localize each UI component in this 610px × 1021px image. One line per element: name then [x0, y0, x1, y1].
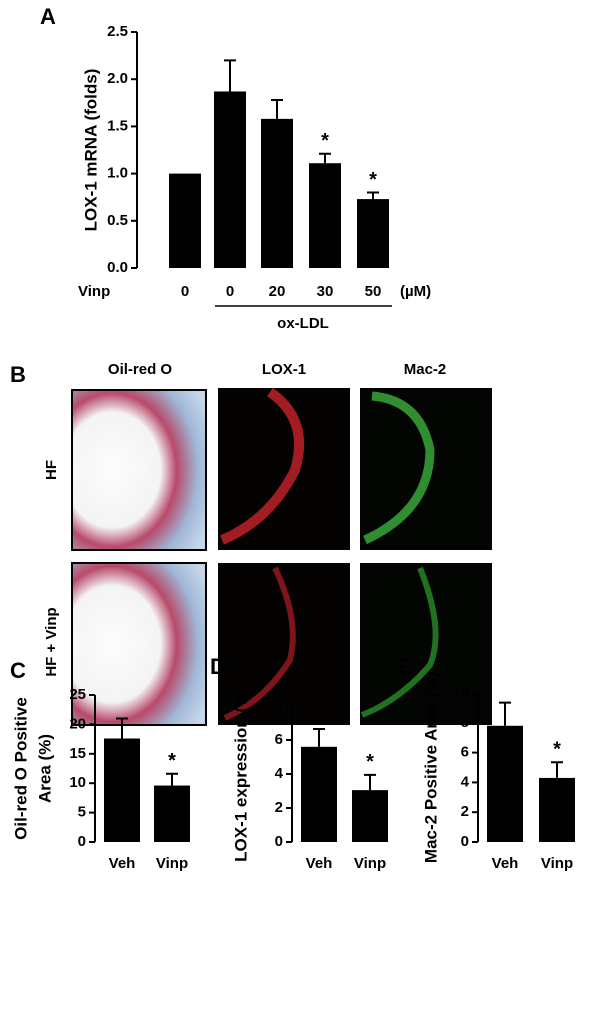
significance-marker: *	[369, 169, 377, 191]
x-tick-label: Vinp	[541, 855, 573, 872]
mac2-signal	[360, 566, 439, 718]
y-tick-label: 0	[275, 833, 283, 850]
error-bar	[313, 727, 325, 747]
bar	[357, 199, 389, 268]
y-tick-label: 1.5	[107, 117, 128, 134]
panel-letter: D	[210, 654, 226, 679]
panel-letter: B	[10, 362, 26, 387]
bar	[301, 746, 337, 842]
x-unit: (µM)	[400, 283, 431, 300]
y-tick-label: 1.0	[107, 165, 128, 182]
y-axis-label: LOX-1 mRNA (folds)	[81, 69, 100, 232]
bar	[539, 777, 575, 842]
bar	[154, 785, 190, 842]
y-tick-label: 0.5	[107, 212, 128, 229]
y-axis-label: Area (%)	[35, 734, 54, 803]
x-tick-label: Vinp	[354, 855, 386, 872]
y-tick-label: 10	[69, 774, 86, 791]
x-tick-label: Veh	[109, 855, 136, 872]
y-tick-label: 15	[69, 745, 86, 762]
y-tick-label: 0.0	[107, 259, 128, 276]
panel-letter: A	[40, 4, 56, 29]
significance-marker: *	[321, 130, 329, 152]
y-tick-label: 0	[461, 833, 469, 850]
mac2-signal	[363, 391, 435, 545]
x-tick-label: Veh	[492, 855, 519, 872]
row-label: HF	[43, 460, 60, 480]
column-label: LOX-1	[262, 361, 306, 378]
lox1-image	[218, 388, 350, 550]
lox1-signal	[220, 387, 305, 545]
y-tick-label: 2.0	[107, 70, 128, 87]
y-tick-label: 25	[69, 686, 86, 703]
bar	[261, 118, 293, 269]
x-tick-label: 0	[226, 283, 234, 300]
x-tick-label: 0	[181, 283, 189, 300]
y-tick-label: 2.5	[107, 23, 128, 40]
error-bar	[319, 152, 331, 164]
error-bar	[499, 701, 511, 726]
error-bar	[271, 98, 283, 119]
error-bar	[364, 773, 376, 791]
y-tick-label: 8	[461, 714, 469, 731]
error-bar	[551, 761, 563, 778]
bar	[487, 725, 523, 842]
x-tick-label: Veh	[306, 855, 333, 872]
y-tick-label: 4	[461, 773, 470, 790]
y-tick-label: 20	[69, 715, 86, 732]
panel-letter: E	[398, 654, 413, 679]
error-bar	[116, 717, 128, 739]
group-label: ox-LDL	[277, 315, 329, 332]
x-tick-label: 20	[269, 283, 286, 300]
oil-red-image	[71, 389, 207, 551]
x-tick-label: 50	[365, 283, 382, 300]
x-tick-label: 30	[317, 283, 334, 300]
bar	[352, 790, 388, 842]
column-label: Mac-2	[404, 361, 447, 378]
bar	[169, 173, 201, 268]
error-bar	[367, 191, 379, 200]
y-axis-label: LOX-1 expression (%)	[231, 686, 250, 862]
y-tick-label: 8	[275, 697, 283, 714]
significance-marker: *	[553, 739, 561, 761]
column-label: Oil-red O	[108, 361, 173, 378]
error-bar	[166, 772, 178, 786]
y-axis-label: Mac-2 Positive Area (%)	[421, 672, 440, 863]
y-tick-label: 10	[452, 684, 469, 701]
row-label: HF + Vinp	[43, 607, 60, 676]
bar	[214, 91, 246, 268]
significance-marker: *	[168, 750, 176, 772]
y-tick-label: 6	[275, 731, 283, 748]
y-tick-label: 6	[461, 744, 469, 761]
bar	[104, 738, 140, 842]
x-row-label: Vinp	[78, 283, 110, 300]
x-tick-label: Vinp	[156, 855, 188, 872]
y-axis-label: Oil-red O Positive	[11, 697, 30, 840]
oil-red-image	[71, 562, 207, 726]
y-tick-label: 2	[461, 803, 469, 820]
significance-marker: *	[366, 751, 374, 773]
panel-letter: C	[10, 658, 26, 683]
lox1-signal	[223, 566, 296, 721]
error-bar	[224, 59, 236, 92]
bar	[309, 163, 341, 268]
y-tick-label: 2	[275, 799, 283, 816]
y-tick-label: 4	[275, 765, 284, 782]
y-tick-label: 5	[78, 804, 86, 821]
micrograph-panel: B Oil-red O LOX-1 Mac-2 HF HF + Vinp	[10, 361, 492, 726]
y-tick-label: 0	[78, 833, 86, 850]
